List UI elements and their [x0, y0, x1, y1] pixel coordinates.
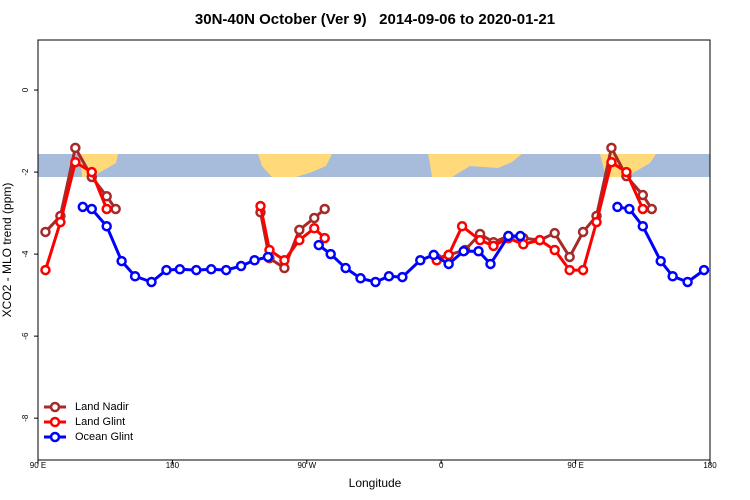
x-tick-label: 180 — [703, 461, 717, 470]
data-point — [370, 276, 381, 288]
data-point — [456, 220, 468, 232]
data-point — [235, 260, 247, 272]
y-tick-label: -2 — [21, 168, 30, 176]
data-point — [325, 248, 336, 260]
data-point — [515, 230, 526, 242]
data-point — [77, 201, 89, 213]
data-point — [55, 216, 66, 228]
data-point — [86, 166, 98, 178]
data-point — [577, 264, 589, 276]
data-point — [383, 271, 395, 282]
data-point — [319, 232, 330, 244]
data-point — [309, 212, 320, 224]
data-point — [415, 255, 426, 266]
data-point — [473, 245, 484, 257]
data-point — [443, 258, 454, 270]
x-axis-label: Longitude — [349, 476, 402, 490]
data-point — [40, 264, 51, 276]
data-point — [646, 203, 658, 215]
data-point — [458, 245, 469, 257]
data-point — [70, 142, 81, 154]
data-point — [577, 226, 589, 238]
data-point — [549, 244, 560, 256]
data-point — [279, 255, 290, 266]
data-point — [146, 276, 157, 288]
data-point — [40, 226, 51, 238]
data-point — [220, 264, 232, 276]
data-point — [474, 234, 486, 246]
data-point — [262, 251, 274, 263]
data-point — [503, 230, 514, 242]
data-point — [564, 264, 575, 276]
data-point — [637, 189, 649, 201]
data-point — [205, 264, 217, 275]
data-point — [518, 239, 529, 250]
y-tick-label: -4 — [21, 250, 30, 258]
data-point — [655, 255, 666, 267]
legend-label: Land Glint — [75, 416, 125, 428]
data-point — [443, 249, 454, 261]
data-point — [86, 203, 98, 215]
legend-label: Ocean Glint — [75, 431, 133, 443]
y-tick-label: -6 — [21, 332, 30, 340]
data-point — [340, 262, 351, 274]
map-strip — [38, 154, 710, 177]
data-point — [612, 201, 623, 213]
data-point — [667, 271, 678, 282]
data-point — [564, 251, 575, 263]
data-point — [624, 203, 635, 215]
data-point — [313, 239, 324, 251]
data-point — [549, 227, 560, 239]
data-point — [621, 166, 632, 178]
legend-marker — [49, 431, 61, 443]
data-point — [249, 255, 260, 266]
data-point — [191, 264, 202, 276]
legend-label: Land Nadir — [75, 401, 129, 413]
data-point — [637, 203, 649, 215]
data-point — [101, 203, 112, 215]
data-point — [129, 271, 141, 282]
data-point — [591, 216, 602, 228]
data-point — [309, 223, 320, 234]
data-point — [488, 240, 499, 252]
data-point — [606, 156, 617, 168]
data-point — [101, 220, 112, 232]
data-point — [174, 264, 186, 275]
data-point — [319, 203, 330, 215]
x-tick-label: 90 E — [30, 461, 46, 470]
data-point — [355, 273, 366, 284]
data-point — [116, 255, 127, 267]
data-point — [294, 224, 305, 236]
x-tick-label: 0 — [439, 461, 444, 470]
chart-title: 30N-40N October (Ver 9) 2014-09-06 to 20… — [195, 11, 555, 28]
data-point — [110, 203, 121, 215]
legend-marker — [49, 416, 61, 428]
y-tick-label: 0 — [21, 87, 30, 92]
y-tick-label: -8 — [21, 414, 30, 422]
x-tick-label: 90 E — [567, 461, 583, 470]
y-axis-label: XCO2 - MLO trend (ppm) — [0, 183, 14, 318]
data-point — [534, 234, 546, 246]
x-tick-label: 180 — [166, 461, 180, 470]
legend-marker — [49, 401, 61, 413]
data-point — [428, 249, 439, 261]
x-tick-label: 90 W — [297, 461, 316, 470]
data-point — [294, 234, 305, 246]
data-point — [397, 271, 408, 283]
data-point — [70, 156, 81, 168]
data-point — [637, 220, 649, 232]
data-point — [698, 264, 710, 276]
data-point — [606, 142, 617, 154]
data-point — [161, 264, 172, 276]
data-point — [682, 276, 693, 288]
data-point — [485, 258, 496, 270]
plot-frame — [37, 39, 711, 461]
data-point — [255, 200, 266, 212]
